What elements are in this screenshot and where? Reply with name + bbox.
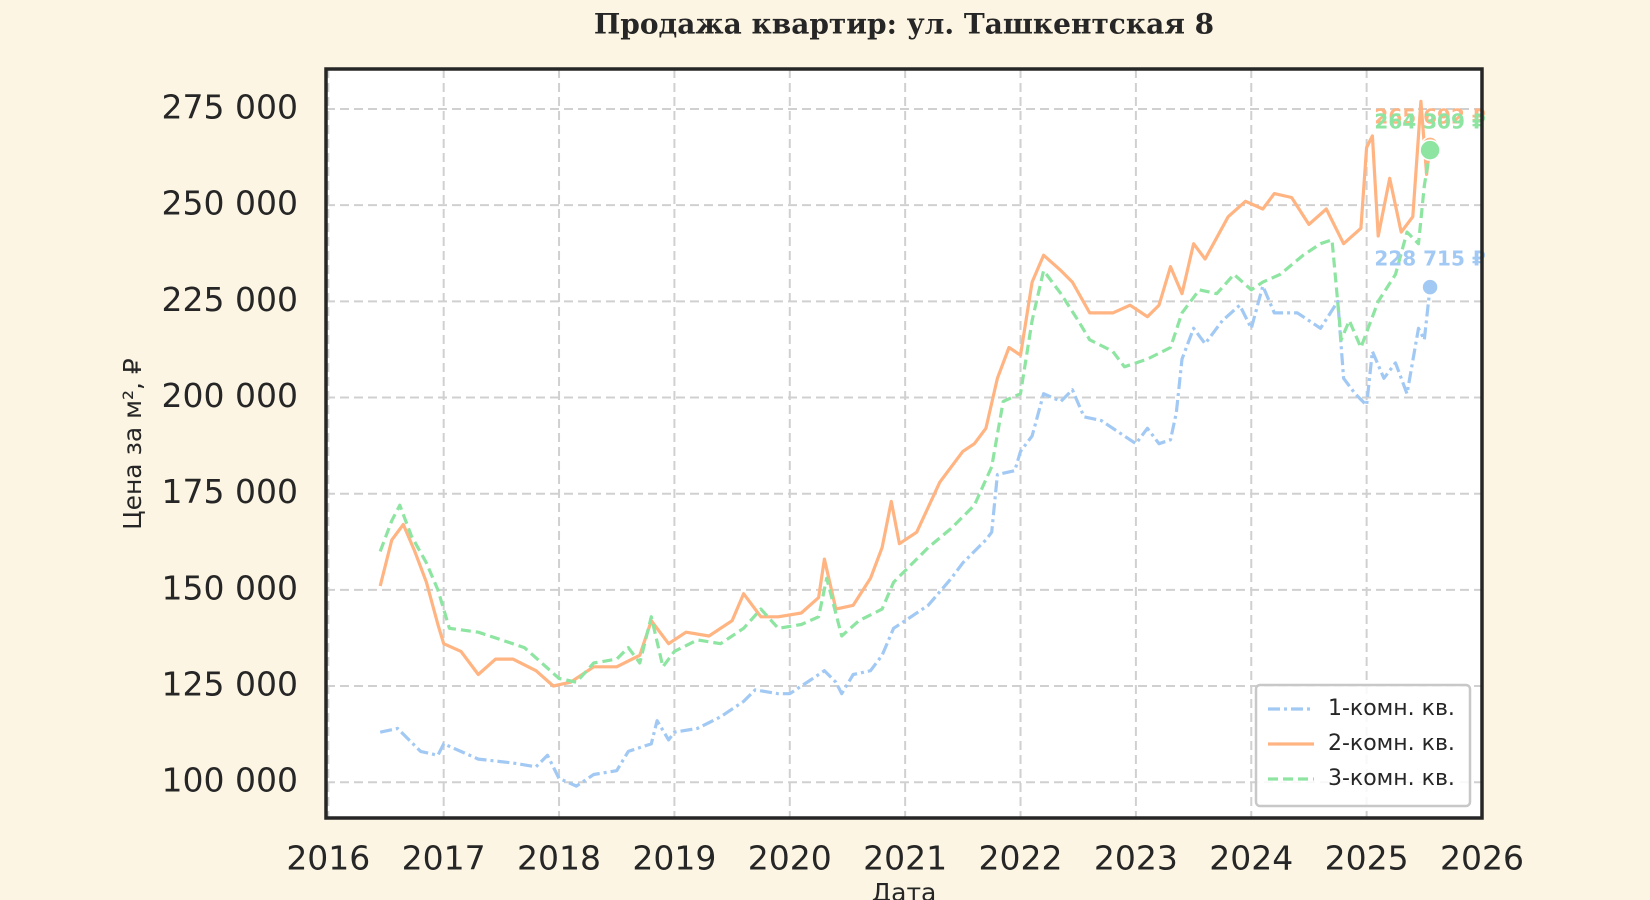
series-line xyxy=(378,99,1432,688)
end-marker xyxy=(1419,139,1441,161)
y-tick-label: 275 000 xyxy=(162,88,298,127)
x-tick-label: 2022 xyxy=(979,839,1063,878)
x-tick-label: 2023 xyxy=(1094,839,1178,878)
x-tick-label: 2024 xyxy=(1209,839,1293,878)
y-tick-label: 250 000 xyxy=(162,184,298,223)
legend-label: 1-комн. кв. xyxy=(1328,696,1455,721)
end-marker xyxy=(1421,278,1439,296)
legend-label: 3-комн. кв. xyxy=(1328,766,1455,791)
x-tick-label: 2020 xyxy=(748,839,832,878)
x-tick-label: 2017 xyxy=(402,839,486,878)
y-tick-label: 150 000 xyxy=(162,568,298,607)
series-line xyxy=(379,284,1432,788)
chart-title: Продажа квартир: ул. Ташкентская 8 xyxy=(594,8,1214,41)
legend-label: 2-комн. кв. xyxy=(1328,731,1455,756)
end-label: 265 692 ₽ xyxy=(1374,104,1485,128)
series-line xyxy=(378,149,1432,684)
legend-box xyxy=(1254,683,1472,808)
x-tick-label: 2025 xyxy=(1325,839,1409,878)
y-tick-label: 225 000 xyxy=(162,280,298,319)
y-tick-label: 100 000 xyxy=(162,761,298,800)
y-tick-label: 125 000 xyxy=(162,665,298,704)
x-tick-label: 2019 xyxy=(632,839,716,878)
x-tick-label: 2018 xyxy=(517,839,601,878)
y-tick-label: 200 000 xyxy=(162,376,298,415)
x-tick-label: 2026 xyxy=(1440,839,1524,878)
plot-frame xyxy=(324,67,1484,820)
x-tick-label: 2016 xyxy=(286,839,370,878)
y-axis-label: Цена за м², ₽ xyxy=(118,358,147,530)
x-axis-label: Дата xyxy=(872,878,937,900)
end-label: 264 309 ₽ xyxy=(1374,110,1485,134)
x-tick-label: 2021 xyxy=(863,839,947,878)
end-label: 228 715 ₽ xyxy=(1374,247,1485,271)
y-tick-label: 175 000 xyxy=(162,472,298,511)
